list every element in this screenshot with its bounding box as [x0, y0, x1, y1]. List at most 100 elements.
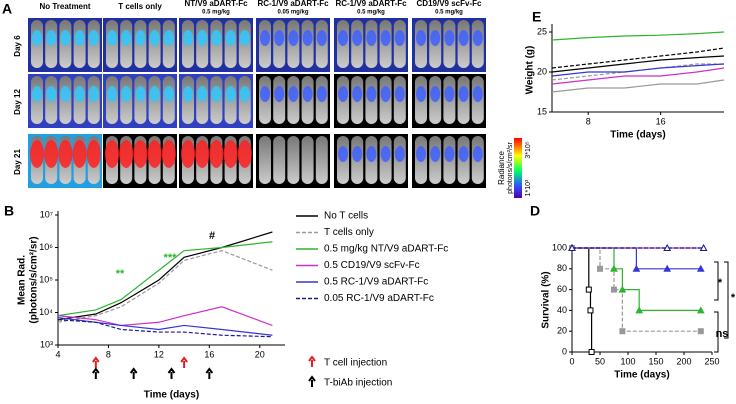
signal [352, 146, 363, 162]
row-label: Day 6 [13, 35, 22, 57]
x-tick-label: 250 [704, 356, 719, 366]
x-tick-label: 8 [106, 349, 111, 359]
signal [105, 140, 119, 168]
legend-label: 0.5 mg/kg NT/V9 aDART-Fc [324, 244, 448, 255]
signal [32, 30, 42, 46]
mouse [315, 136, 328, 184]
marker [618, 285, 627, 293]
signal [149, 30, 160, 46]
column-title: NT/V9 aDART-Fc [184, 0, 248, 8]
panel-label: E [532, 9, 541, 25]
signal [430, 30, 441, 46]
colorbar-title: Radiance [497, 151, 506, 185]
injection-arrow [180, 356, 188, 368]
signal [135, 86, 146, 102]
signal [183, 86, 193, 102]
legend-label: T cell injection [324, 358, 387, 369]
signal [60, 30, 71, 46]
signal [88, 86, 99, 102]
signal [60, 86, 71, 102]
signal [30, 140, 44, 168]
bracket [714, 261, 719, 301]
signal [430, 146, 441, 162]
injection-arrow [205, 367, 214, 379]
y-axis-unit: (photons/s/cm²/sr) [29, 236, 40, 323]
row-label: Day 12 [13, 89, 22, 115]
colorbar: Radiance photons/s/cm²/sr 3*10⁵ 1*10³ [497, 138, 532, 198]
signal [119, 140, 134, 168]
signal [260, 86, 270, 102]
colorbar-unit: photons/s/cm²/sr [507, 141, 514, 193]
legend-arrow [308, 355, 316, 367]
mouse [287, 136, 300, 184]
series-line [551, 55, 725, 73]
marker [632, 264, 641, 272]
y-axis-label: Mean Rad. [17, 255, 28, 305]
y-tick-label: 15 [537, 106, 547, 116]
signal [274, 86, 285, 102]
signal [197, 30, 208, 46]
y-tick-label: 10⁷ [40, 209, 53, 219]
column-title: RC-1/V9 aDART-Fc [335, 0, 407, 8]
signal [133, 140, 148, 168]
y-tick-label: 25 [537, 26, 547, 36]
signal [260, 30, 270, 46]
signal [444, 146, 455, 162]
injection-arrow [167, 367, 176, 379]
signal [380, 86, 391, 102]
x-tick-label: 200 [676, 356, 691, 366]
y-tick-label: 10⁴ [39, 307, 53, 317]
bracket [724, 261, 729, 339]
marker [619, 328, 626, 335]
signal [394, 146, 405, 162]
signal [316, 30, 327, 46]
column-title: T cells only [118, 2, 162, 11]
signal [352, 30, 363, 46]
marker [610, 264, 618, 272]
y-tick-label: 60 [557, 284, 567, 294]
signal [181, 140, 195, 168]
marker [597, 265, 603, 272]
signal [88, 30, 99, 46]
panel-label: B [4, 203, 14, 219]
colorbar-min: 1*10³ [525, 179, 532, 196]
signal [338, 146, 348, 162]
row-label: Day 21 [13, 149, 22, 175]
signal [225, 86, 236, 102]
series-line [572, 247, 593, 352]
signal [288, 86, 299, 102]
colorbar-gradient [514, 138, 522, 198]
y-tick-label: 100 [552, 242, 567, 252]
injection-arrow [92, 367, 100, 379]
y-tick-label: 20 [537, 66, 547, 76]
series-line [57, 306, 273, 327]
signal [163, 30, 174, 46]
x-tick-label: 8 [586, 116, 591, 126]
mouse [259, 136, 271, 184]
annotation: * [718, 277, 723, 289]
x-tick-label: 12 [154, 349, 164, 359]
signal [74, 86, 85, 102]
column-dose: 0.5 mg/kg [435, 10, 463, 16]
signal [274, 30, 285, 46]
signal [107, 86, 117, 102]
marker [635, 306, 644, 314]
marker [611, 286, 617, 293]
signal [163, 86, 174, 102]
series-line [551, 47, 725, 69]
signal [472, 30, 483, 46]
y-tick-label: 0 [562, 346, 567, 356]
charts: B 10³ 10⁴ 10⁵ 10⁶ 10⁷ 4 8 12 16 20 Time (days) Mean … [4, 9, 736, 401]
series-line [551, 79, 725, 93]
y-tick-label: 10⁵ [39, 274, 53, 284]
annotation: ** [116, 268, 125, 280]
marker [568, 243, 576, 251]
column-dose: 0.5 mg/kg [202, 10, 230, 16]
injection-arrow [129, 367, 138, 379]
signal [183, 30, 193, 46]
signal [444, 86, 455, 102]
x-tick-label: 0 [569, 356, 574, 366]
marker [697, 328, 704, 335]
series-line [551, 31, 725, 41]
signal [239, 30, 250, 46]
